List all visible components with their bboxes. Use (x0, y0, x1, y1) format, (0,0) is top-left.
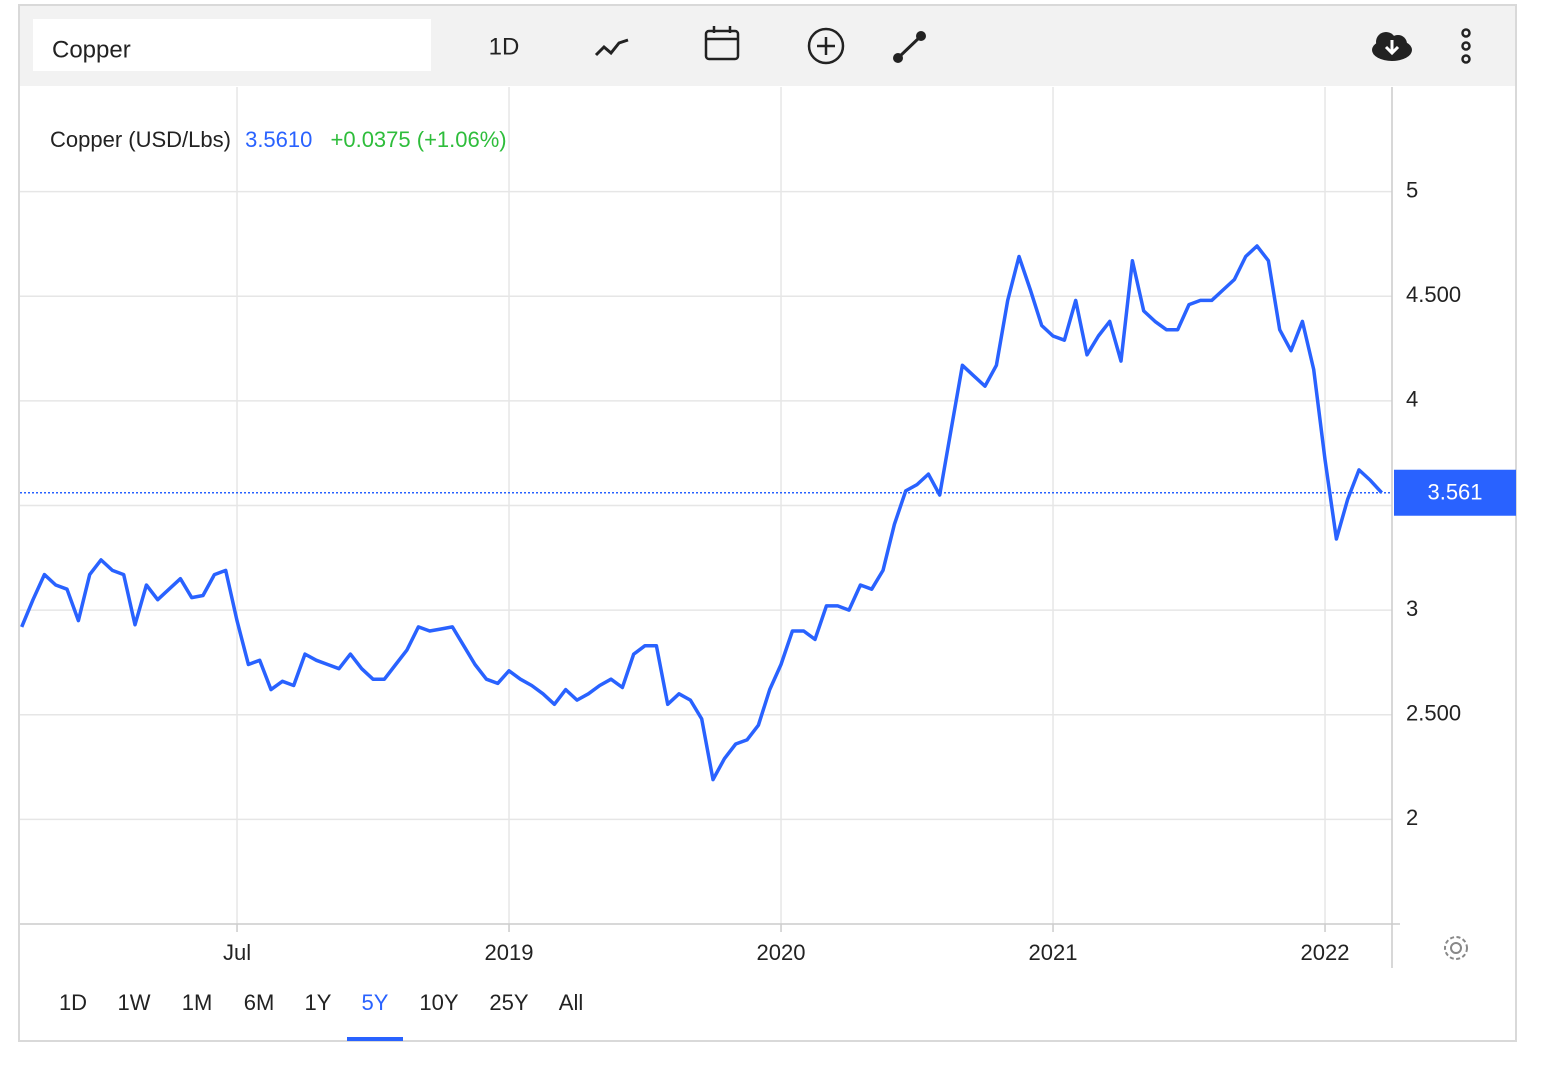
settings-icon[interactable] (1444, 936, 1468, 960)
range-button[interactable]: 1Y (305, 990, 332, 1015)
last-value-badge (1394, 469, 1516, 516)
chart-type-icon[interactable] (594, 38, 629, 57)
range-underline (347, 1037, 403, 1041)
x-tick-label: 2021 (1029, 940, 1078, 965)
frame (18, 4, 1517, 1042)
add-indicator-icon[interactable] (807, 27, 845, 65)
y-tick-label: 3 (1406, 596, 1418, 621)
download-icon[interactable] (1372, 32, 1412, 61)
y-tick-label: 2.500 (1406, 701, 1461, 726)
x-tick-label: 2022 (1301, 940, 1350, 965)
legend-price: 3.5610 (245, 127, 312, 152)
x-tick-label: Jul (223, 940, 251, 965)
range-button[interactable]: 10Y (419, 990, 458, 1015)
draw-icon[interactable] (893, 31, 926, 63)
range-button[interactable]: 1M (182, 990, 213, 1015)
last-value-label: 3.561 (1427, 480, 1482, 505)
x-tick-label: 2020 (757, 940, 806, 965)
x-tick-label: 2019 (485, 940, 534, 965)
range-button[interactable]: All (559, 990, 583, 1015)
price-line (20, 244, 1383, 782)
legend-name: Copper (USD/Lbs) (50, 127, 231, 152)
range-button[interactable]: 1D (59, 990, 87, 1015)
search-box[interactable] (33, 19, 431, 71)
range-button[interactable]: 1W (118, 990, 151, 1015)
range-button[interactable]: 25Y (489, 990, 528, 1015)
legend: Copper (USD/Lbs) 3.5610 +0.0375 (+1.06%) (50, 127, 507, 152)
range-button[interactable]: 6M (244, 990, 275, 1015)
more-icon[interactable] (1461, 28, 1471, 64)
y-tick-label: 4 (1406, 387, 1418, 412)
calendar-icon[interactable] (704, 26, 740, 61)
y-tick-label: 2 (1406, 805, 1418, 830)
interval-button[interactable]: 1D (489, 33, 520, 60)
search-text[interactable]: Copper (52, 36, 131, 63)
legend-change: +0.0375 (+1.06%) (331, 127, 507, 152)
range-button[interactable]: 5Y (362, 990, 389, 1015)
y-tick-label: 5 (1406, 177, 1418, 202)
y-tick-label: 4.500 (1406, 282, 1461, 307)
